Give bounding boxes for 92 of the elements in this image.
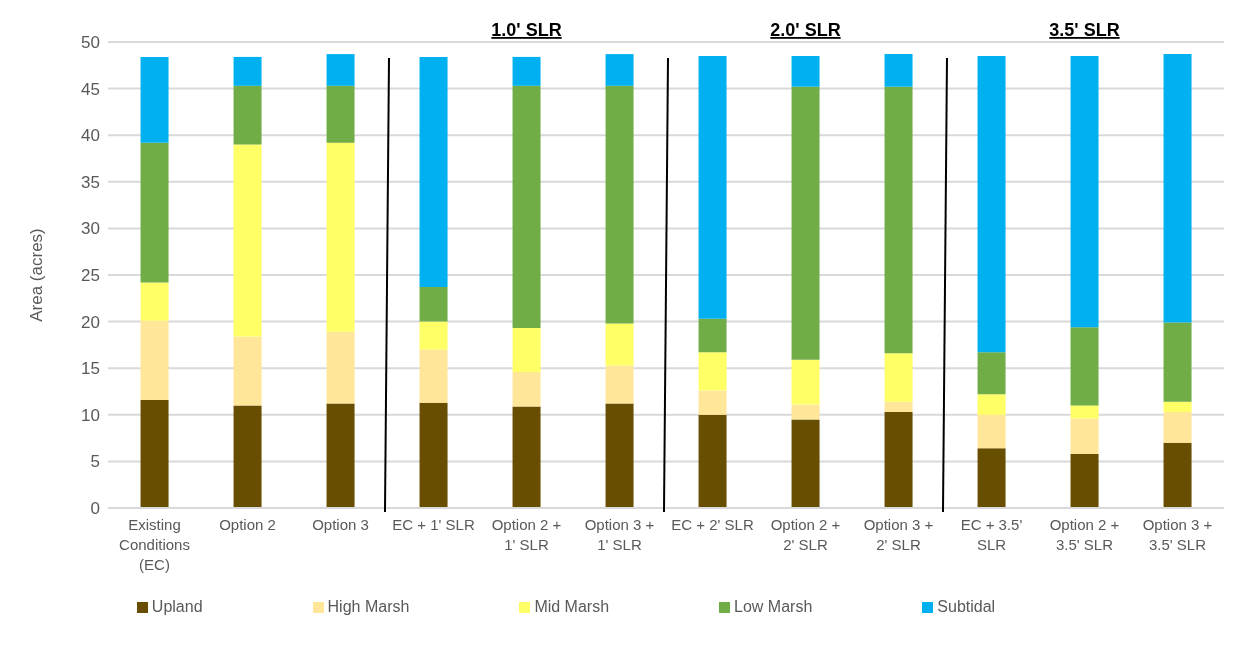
y-tick-label: 20 [81, 312, 100, 332]
bar [791, 419, 820, 508]
y-tick-label: 0 [90, 499, 100, 519]
bar [512, 328, 541, 372]
legend-label: Low Marsh [734, 598, 813, 615]
bar [140, 320, 169, 400]
bar [1070, 405, 1099, 419]
bar [1163, 54, 1192, 323]
bar [233, 336, 262, 406]
bar [326, 403, 355, 508]
bar [233, 56, 262, 86]
x-tick-label: Option 2 [219, 516, 276, 533]
y-tick-label: 50 [81, 33, 100, 53]
bar [698, 318, 727, 353]
bar [791, 55, 820, 87]
x-tick-label: Option 3 + 2' SLR [863, 516, 934, 553]
bar [698, 390, 727, 415]
bar [698, 352, 727, 391]
bar [512, 371, 541, 407]
bar [419, 349, 448, 403]
bar [512, 406, 541, 508]
bar [698, 414, 727, 508]
x-tick-label: Option 3 [312, 516, 369, 533]
bar [140, 56, 169, 143]
x-tick-label: EC + 1' SLR [392, 516, 475, 533]
bar [1163, 412, 1192, 443]
bar [512, 56, 541, 86]
bar [140, 399, 169, 508]
x-tick-label: Option 2 + 1' SLR [491, 516, 562, 553]
bar [140, 282, 169, 321]
bar [605, 403, 634, 508]
bar [791, 404, 820, 420]
bar [977, 448, 1006, 508]
x-tick-label: Option 3 + 1' SLR [584, 516, 655, 553]
y-tick-label: 25 [81, 266, 100, 286]
bar [233, 405, 262, 508]
legend-label: High Marsh [327, 598, 410, 615]
y-axis-title: Area (acres) [27, 228, 47, 322]
legend-label: Subtidal [937, 598, 996, 615]
bar [884, 86, 913, 354]
bar [884, 353, 913, 402]
bar [791, 359, 820, 405]
bar [884, 54, 913, 87]
bar [233, 144, 262, 337]
bar [791, 86, 820, 360]
legend-label: Upland [151, 598, 203, 615]
bar [512, 85, 541, 329]
bar [419, 321, 448, 350]
bar [1070, 418, 1099, 454]
y-tick-label: 35 [81, 172, 100, 192]
bar [1070, 55, 1099, 328]
bar [1070, 453, 1099, 508]
bar [419, 287, 448, 322]
text: 2.0' SLR [770, 20, 841, 40]
bar [884, 412, 913, 508]
y-tick-label: 10 [81, 405, 100, 425]
bar [1163, 322, 1192, 402]
y-tick-label: 5 [90, 452, 100, 472]
bar [233, 85, 262, 145]
bar [605, 323, 634, 366]
y-tick-label: 15 [81, 359, 100, 379]
bar [605, 54, 634, 86]
x-tick-label: Existing Conditions (EC) [119, 516, 190, 573]
bar [977, 394, 1006, 415]
y-tick-label: 45 [81, 79, 100, 99]
bar [605, 85, 634, 324]
text: 3.5' SLR [1049, 20, 1120, 40]
bar [605, 365, 634, 404]
y-tick-label: 30 [81, 219, 100, 239]
bar [326, 331, 355, 404]
x-tick-label: EC + 3.5' SLR [960, 516, 1023, 553]
bar [977, 414, 1006, 449]
bar [419, 402, 448, 508]
bar [884, 401, 913, 412]
bar [698, 55, 727, 319]
bar [1163, 442, 1192, 508]
bar [326, 142, 355, 332]
bar [977, 55, 1006, 353]
bar [326, 85, 355, 143]
bar [140, 142, 169, 283]
bar [1070, 327, 1099, 406]
legend-label: Mid Marsh [534, 598, 610, 615]
x-tick-label: Option 2 + 2' SLR [770, 516, 841, 553]
bar [977, 352, 1006, 395]
bar [326, 54, 355, 86]
bar [419, 56, 448, 288]
bar [1163, 401, 1192, 412]
text: 1.0' SLR [491, 20, 562, 40]
x-tick-label: Option 3 + 3.5' SLR [1142, 516, 1213, 553]
x-tick-label: EC + 2' SLR [671, 516, 754, 533]
x-tick-label: Option 2 + 3.5' SLR [1049, 516, 1120, 553]
y-tick-label: 40 [81, 126, 100, 146]
